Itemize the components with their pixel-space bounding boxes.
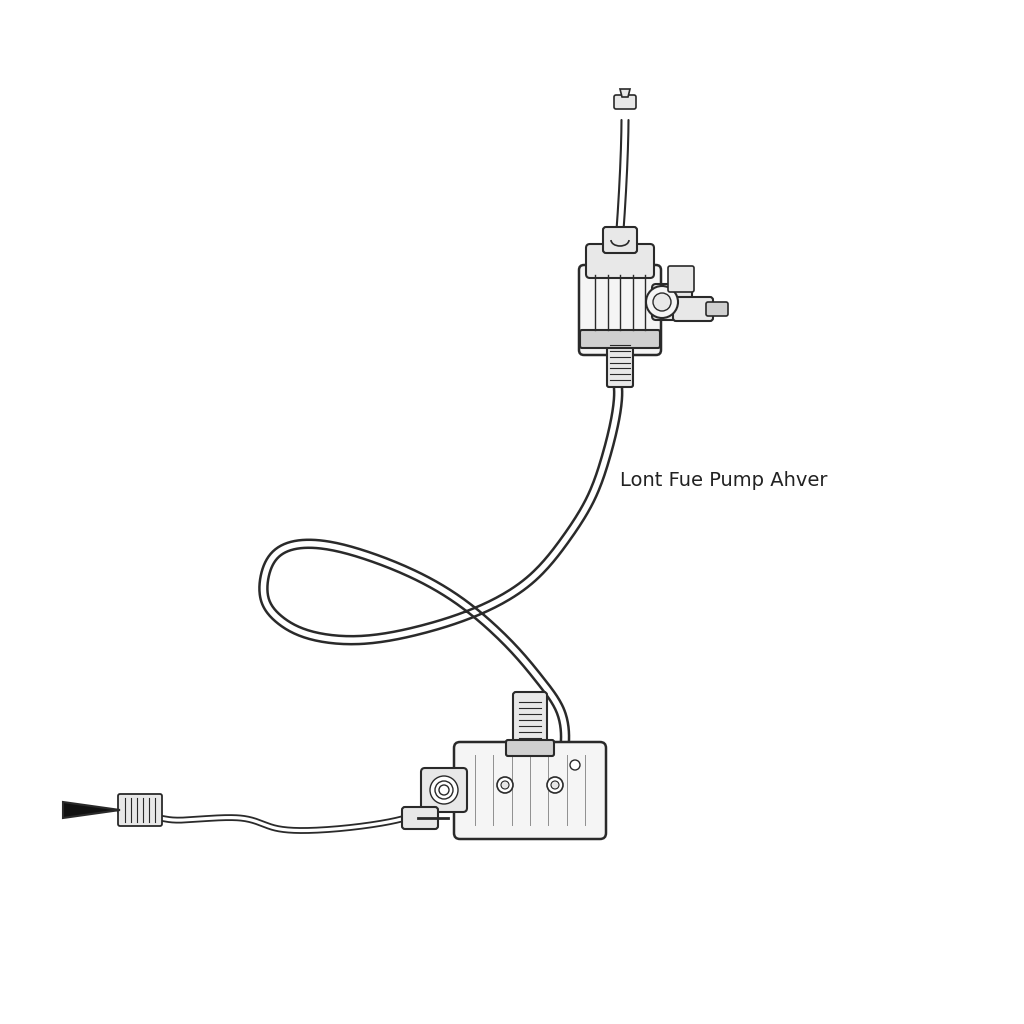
FancyBboxPatch shape [706, 302, 728, 316]
FancyBboxPatch shape [668, 266, 694, 292]
FancyBboxPatch shape [579, 265, 662, 355]
FancyBboxPatch shape [506, 740, 554, 756]
FancyBboxPatch shape [454, 742, 606, 839]
Polygon shape [63, 802, 120, 818]
FancyBboxPatch shape [513, 692, 547, 748]
FancyBboxPatch shape [607, 338, 633, 387]
Circle shape [439, 785, 449, 795]
Circle shape [551, 781, 559, 790]
Circle shape [430, 776, 458, 804]
FancyBboxPatch shape [586, 244, 654, 278]
Circle shape [653, 293, 671, 311]
Circle shape [646, 286, 678, 318]
FancyBboxPatch shape [402, 807, 438, 829]
Circle shape [547, 777, 563, 793]
FancyBboxPatch shape [603, 227, 637, 253]
Polygon shape [620, 89, 630, 97]
Circle shape [570, 760, 580, 770]
FancyBboxPatch shape [580, 330, 660, 348]
FancyBboxPatch shape [421, 768, 467, 812]
Circle shape [497, 777, 513, 793]
FancyBboxPatch shape [652, 284, 692, 319]
Circle shape [501, 781, 509, 790]
FancyBboxPatch shape [673, 297, 713, 321]
Text: Lont Fue Pump Ahver: Lont Fue Pump Ahver [620, 470, 827, 489]
Circle shape [435, 781, 453, 799]
FancyBboxPatch shape [614, 95, 636, 109]
FancyBboxPatch shape [118, 794, 162, 826]
Circle shape [150, 813, 160, 823]
